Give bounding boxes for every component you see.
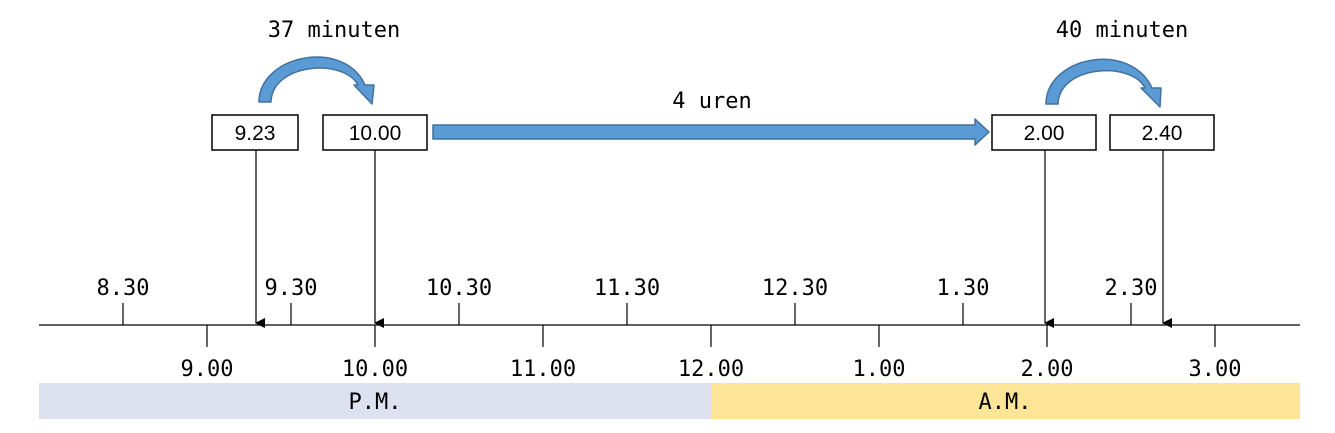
tick-label-lower: 1.00 (853, 357, 906, 382)
straight-arrow-icon (432, 118, 990, 146)
pm-band (39, 383, 711, 419)
time-box-b4-label: 2.40 (1142, 122, 1183, 145)
time-box-b1 (211, 114, 299, 151)
time-box-b1-label: 9.23 (235, 122, 276, 145)
label-4-uren: 4 uren (672, 89, 751, 114)
tick-label-lower: 2.00 (1021, 357, 1074, 382)
half-hour-ticks (122, 303, 1132, 325)
time-box-b2-label: 10.00 (349, 122, 402, 145)
time-box-b3-label: 2.00 (1024, 122, 1065, 145)
tick-label-lower: 9.00 (181, 357, 234, 382)
tick-label-upper: 1.30 (937, 276, 990, 301)
time-box-b4 (1109, 114, 1215, 151)
time-box-b2 (322, 114, 428, 151)
time-box-b3 (991, 114, 1097, 151)
tick-label-lower: 11.00 (510, 357, 576, 382)
tick-label-upper: 10.30 (426, 276, 492, 301)
curved-arrow-left-icon (258, 56, 375, 105)
tick-label-upper: 9.30 (265, 276, 318, 301)
tick-label-upper: 2.30 (1105, 276, 1158, 301)
tick-label-lower: 10.00 (342, 357, 408, 382)
tick-label-upper: 12.30 (762, 276, 828, 301)
label-37-minuten: 37 minuten (268, 18, 400, 43)
pointer-lines (255, 150, 1172, 328)
hour-ticks (206, 325, 1216, 347)
tick-label-upper: 11.30 (594, 276, 660, 301)
label-40-minuten: 40 minuten (1056, 18, 1188, 43)
curved-arrow-right-icon (1045, 58, 1162, 108)
am-label: A.M. (979, 390, 1032, 415)
tick-label-upper: 8.30 (97, 276, 150, 301)
tick-label-lower: 3.00 (1189, 357, 1242, 382)
am-band (711, 383, 1300, 419)
pm-label: P.M. (349, 390, 402, 415)
tick-label-lower: 12.00 (678, 357, 744, 382)
